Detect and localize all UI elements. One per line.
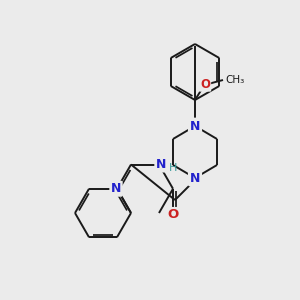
Text: O: O — [167, 208, 178, 221]
Text: CH₃: CH₃ — [225, 75, 244, 85]
Text: N: N — [190, 119, 200, 133]
Text: H: H — [169, 163, 177, 172]
Text: N: N — [111, 182, 121, 195]
Text: N: N — [190, 172, 200, 184]
Text: N: N — [156, 158, 166, 171]
Text: O: O — [200, 77, 210, 91]
